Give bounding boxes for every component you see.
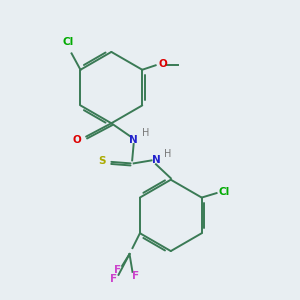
Text: S: S — [99, 156, 106, 166]
Text: N: N — [152, 155, 160, 165]
Text: H: H — [142, 128, 149, 138]
Text: O: O — [159, 59, 167, 69]
Text: Cl: Cl — [218, 187, 230, 196]
Text: F: F — [132, 271, 139, 281]
Text: O: O — [72, 135, 81, 145]
Text: Cl: Cl — [63, 38, 74, 47]
Text: F: F — [110, 274, 117, 284]
Text: H: H — [164, 149, 172, 159]
Text: F: F — [114, 266, 121, 275]
Text: N: N — [129, 135, 138, 145]
